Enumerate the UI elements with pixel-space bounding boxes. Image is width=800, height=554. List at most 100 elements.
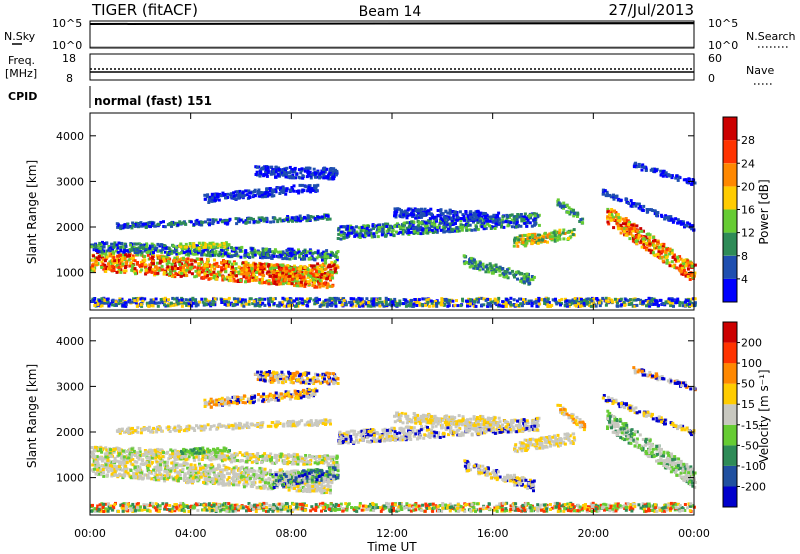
power-cell [258, 280, 262, 284]
power-cell [232, 277, 236, 281]
power-cell [530, 234, 534, 238]
power-cell [140, 262, 144, 266]
power-cell [213, 253, 217, 257]
power-cell [264, 281, 268, 285]
power-cell [197, 241, 201, 245]
power-cell [228, 260, 232, 264]
power-cell [326, 253, 330, 257]
power-cell [251, 276, 255, 280]
power-cell [637, 206, 641, 210]
power-cell [494, 215, 498, 219]
power-cell [508, 213, 512, 217]
power-cell [229, 192, 233, 196]
power-cell [281, 282, 285, 286]
power-cell [174, 246, 178, 250]
power-cell [320, 273, 324, 277]
power-cell [163, 297, 167, 301]
power-cell [301, 174, 305, 178]
power-cell [189, 249, 193, 253]
power-cell [204, 245, 207, 249]
power-cell [385, 225, 389, 228]
power-cell [173, 264, 177, 268]
power-cell [410, 230, 414, 234]
power-cell [334, 254, 337, 258]
power-cell [144, 263, 147, 267]
power-cell [175, 252, 179, 256]
power-cell [176, 267, 180, 270]
power-cell [273, 248, 277, 252]
power-cell [311, 266, 315, 270]
power-cell [641, 209, 645, 212]
power-cell [325, 167, 329, 171]
power-cell [251, 279, 255, 282]
power-cell [133, 248, 137, 251]
power-cell [217, 198, 221, 202]
power-cell [623, 230, 626, 233]
power-cell [300, 167, 304, 171]
power-cell [565, 204, 569, 208]
power-cell [124, 301, 128, 305]
power-cell [359, 300, 363, 304]
power-cell [144, 272, 148, 276]
power-cell [690, 274, 694, 277]
power-cell [236, 254, 240, 258]
power-cell [371, 224, 375, 228]
power-cell [234, 217, 238, 221]
power-cell [336, 250, 340, 253]
power-cell [252, 299, 256, 303]
power-cell [401, 232, 405, 236]
power-cell [401, 224, 405, 227]
power-cell [664, 250, 668, 254]
power-cell [157, 268, 161, 272]
power-cell [661, 174, 665, 178]
power-cell [371, 302, 375, 306]
power-cell [497, 211, 501, 215]
power-cell [441, 212, 445, 216]
power-cell [666, 173, 670, 177]
power-cell [313, 281, 316, 285]
power-cell [197, 270, 201, 274]
power-cell [223, 260, 226, 263]
power-cell [221, 275, 225, 279]
power-cell [289, 251, 293, 255]
power-cell [676, 218, 680, 222]
power-cell [419, 210, 423, 214]
power-cell [262, 251, 266, 255]
power-cell [219, 270, 223, 274]
power-cell [624, 222, 628, 225]
power-cell [393, 207, 397, 211]
power-cell [350, 226, 354, 230]
power-cell [139, 260, 143, 264]
power-cell [274, 165, 278, 169]
power-cell [294, 176, 297, 180]
power-cell [141, 244, 145, 248]
power-cell [240, 266, 244, 270]
power-cell [244, 219, 248, 223]
power-cell [668, 247, 672, 251]
power-cell [248, 191, 252, 195]
power-cell [149, 298, 153, 302]
power-cell [458, 210, 462, 214]
power-cell [426, 300, 430, 304]
nsky-panel: N.Sky 10^5 10^0 10^5 10^0 N.Search [4, 17, 796, 52]
power-cell [653, 238, 657, 242]
power-cell [221, 278, 225, 282]
power-cell [161, 268, 165, 272]
power-cell [455, 226, 459, 229]
power-cell [313, 267, 317, 271]
power-cell [226, 303, 230, 307]
power-cell [431, 304, 435, 308]
power-cell [156, 271, 160, 275]
power-cell [415, 304, 419, 307]
power-cell [285, 172, 289, 176]
power-cell [314, 175, 318, 179]
power-cell [92, 245, 96, 249]
power-cell [571, 298, 575, 302]
power-cell [512, 303, 516, 307]
power-cell [408, 222, 412, 226]
power-cell [688, 278, 692, 281]
power-cell [253, 253, 257, 257]
power-cell [579, 297, 583, 301]
power-cell [237, 196, 241, 200]
power-cell [112, 256, 116, 260]
